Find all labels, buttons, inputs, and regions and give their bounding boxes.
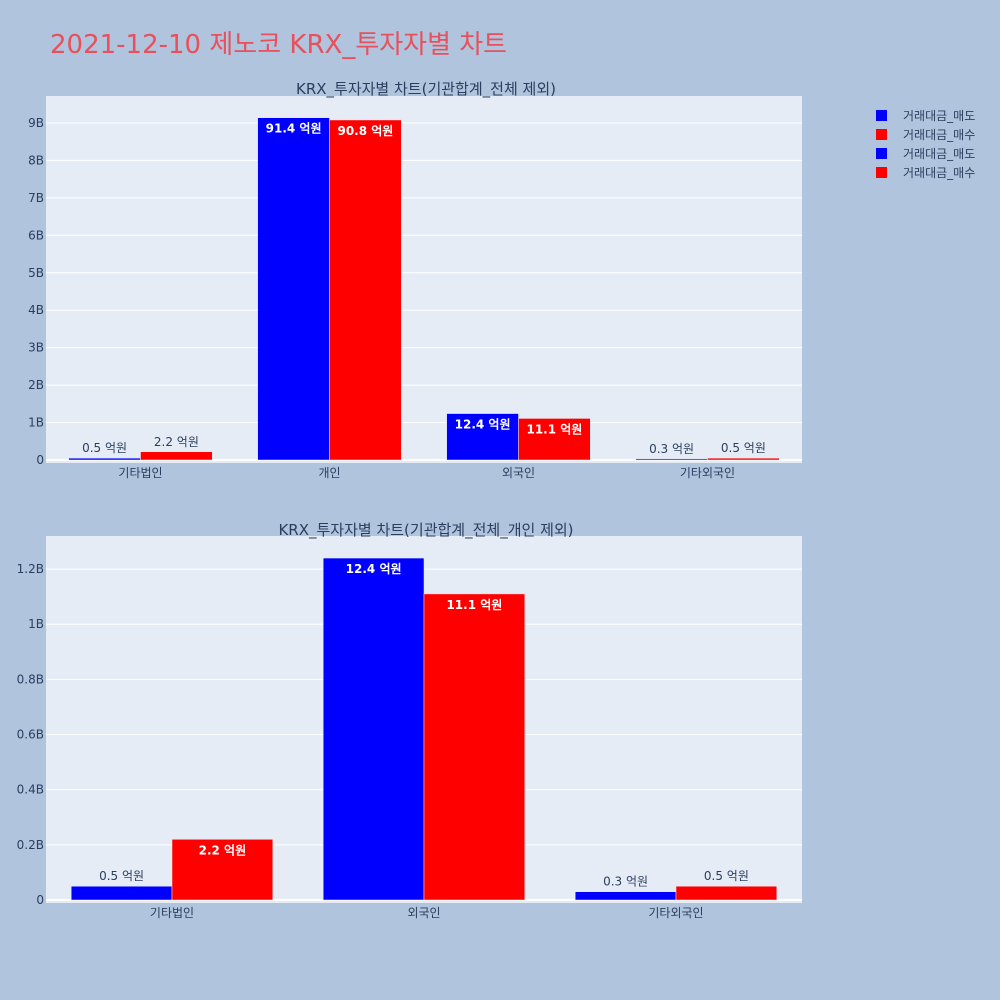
y-tick-label: 1.2B: [17, 562, 44, 576]
x-tick-label: 기타외국인: [648, 906, 703, 920]
bar: [70, 885, 173, 901]
plot-area: [46, 96, 802, 463]
data-label: 2.2 억원: [199, 843, 247, 857]
legend-item[interactable]: 거래대금_매도: [876, 106, 975, 125]
y-tick-label: 5B: [28, 266, 44, 280]
y-tick-label: 0.8B: [17, 672, 44, 686]
legend-swatch: [876, 148, 887, 159]
data-label: 90.8 억원: [337, 124, 393, 138]
data-label: 0.5 억원: [721, 441, 766, 455]
y-tick-label: 6B: [28, 228, 44, 242]
y-tick-label: 2B: [28, 378, 44, 392]
y-tick-label: 4B: [28, 303, 44, 317]
bar: [257, 117, 330, 461]
legend-item[interactable]: 거래대금_매수: [876, 125, 975, 144]
y-tick-label: 1B: [28, 617, 44, 631]
data-label: 0.5 억원: [99, 869, 144, 883]
bar: [68, 457, 141, 461]
y-tick-label: 0: [36, 893, 44, 907]
y-tick-label: 3B: [28, 341, 44, 355]
legend-swatch: [876, 167, 887, 178]
legend-item[interactable]: 거래대금_매수: [876, 163, 975, 182]
x-tick-label: 기타법인: [118, 466, 162, 480]
y-tick-label: 0.6B: [17, 728, 44, 742]
bar: [675, 885, 778, 901]
x-tick-label: 기타법인: [150, 906, 194, 920]
y-tick-label: 1B: [28, 416, 44, 430]
bar: [574, 891, 677, 901]
data-label: 91.4 억원: [266, 122, 322, 136]
bar: [171, 839, 274, 901]
x-tick-label: 외국인: [502, 466, 535, 480]
page-title: 2021-12-10 제노코 KRX_투자자별 차트: [50, 30, 508, 60]
legend-label: 거래대금_매도: [903, 147, 976, 161]
data-label: 0.3 억원: [649, 442, 694, 456]
data-label: 0.5 억원: [704, 869, 749, 883]
legend-item[interactable]: 거래대금_매도: [876, 144, 975, 163]
data-label: 0.5 억원: [82, 441, 127, 455]
data-label: 11.1 억원: [446, 598, 502, 612]
bar: [707, 457, 780, 461]
legend-label: 거래대금_매수: [903, 128, 976, 142]
legend-label: 거래대금_매도: [903, 109, 976, 123]
legend-label: 거래대금_매수: [903, 166, 976, 180]
x-tick-label: 기타외국인: [680, 466, 735, 480]
bar: [329, 119, 402, 461]
legend[interactable]: 거래대금_매도 거래대금_매수 거래대금_매도 거래대금_매수: [876, 106, 975, 182]
data-label: 11.1 억원: [526, 422, 582, 436]
bar: [322, 557, 425, 901]
bar: [140, 451, 213, 461]
x-tick-label: 개인: [318, 466, 340, 480]
x-tick-label: 외국인: [407, 906, 440, 920]
chart-title: KRX_투자자별 차트(기관합계_전체 제외): [296, 80, 556, 99]
data-label: 12.4 억원: [455, 418, 511, 432]
legend-swatch: [876, 110, 887, 121]
chart-title: KRX_투자자별 차트(기관합계_전체_개인 제외): [278, 521, 573, 540]
y-tick-label: 9B: [28, 116, 44, 130]
data-label: 0.3 억원: [603, 875, 648, 889]
y-tick-label: 0: [36, 453, 44, 467]
bar: [635, 458, 708, 461]
data-label: 2.2 억원: [154, 435, 199, 449]
y-tick-label: 8B: [28, 153, 44, 167]
bar: [446, 413, 519, 461]
data-label: 12.4 억원: [346, 562, 402, 576]
bar: [423, 593, 526, 901]
y-tick-label: 7B: [28, 191, 44, 205]
bar: [518, 418, 591, 461]
y-tick-label: 0.2B: [17, 838, 44, 852]
legend-swatch: [876, 129, 887, 140]
y-tick-label: 0.4B: [17, 783, 44, 797]
